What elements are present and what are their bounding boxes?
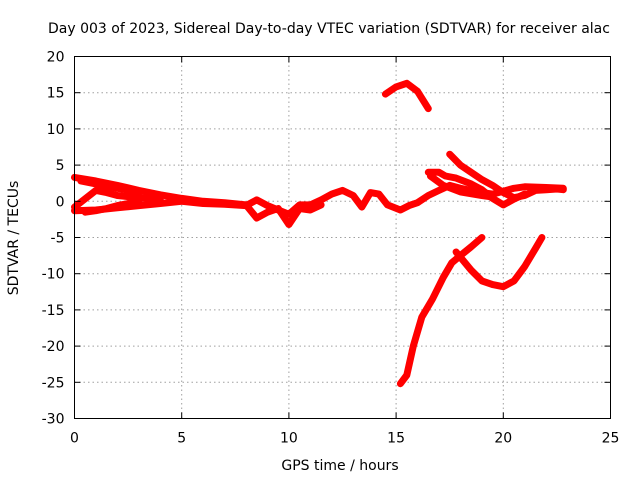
y-tick-label: 5 xyxy=(56,158,65,174)
y-axis-label: SDTVAR / TECUs xyxy=(6,181,22,296)
x-tick-label: 25 xyxy=(602,431,620,447)
chart-title: Day 003 of 2023, Sidereal Day-to-day VTE… xyxy=(48,21,610,37)
y-tick-label: -5 xyxy=(51,231,65,247)
series-arc-4 xyxy=(71,186,164,211)
x-tick-label: 20 xyxy=(494,431,512,447)
y-tick-label: -25 xyxy=(42,375,65,391)
y-tick-label: 0 xyxy=(56,194,65,210)
ticks: 0 5 10 15 20 25 -30 -25 -20 -15 -10 -5 0 5 10 15 20 xyxy=(42,50,620,447)
x-tick-label: 15 xyxy=(387,431,405,447)
series-arc-5 xyxy=(77,177,143,196)
series-arc-6 xyxy=(381,79,432,113)
y-tick-label: -10 xyxy=(42,267,65,283)
y-tick-label: -20 xyxy=(42,339,65,355)
series-arc-3 xyxy=(81,198,143,216)
x-axis-label: GPS time / hours xyxy=(281,458,398,474)
series-group xyxy=(71,79,567,388)
y-tick-label: -15 xyxy=(42,303,65,319)
series-arc-7 xyxy=(396,234,486,388)
y-tick-label: 10 xyxy=(47,122,65,138)
series-arc-9 xyxy=(446,150,567,202)
series-arc-8 xyxy=(452,234,546,291)
series-arc-10 xyxy=(424,168,529,209)
series-arc-11 xyxy=(426,172,497,201)
grid xyxy=(74,56,611,419)
x-tick-label: 5 xyxy=(177,431,186,447)
y-tick-label: 15 xyxy=(47,86,65,102)
x-tick-label: 10 xyxy=(280,431,298,447)
x-tick-label: 0 xyxy=(70,431,79,447)
y-tick-label: -30 xyxy=(42,412,65,428)
y-tick-label: 20 xyxy=(47,50,65,66)
